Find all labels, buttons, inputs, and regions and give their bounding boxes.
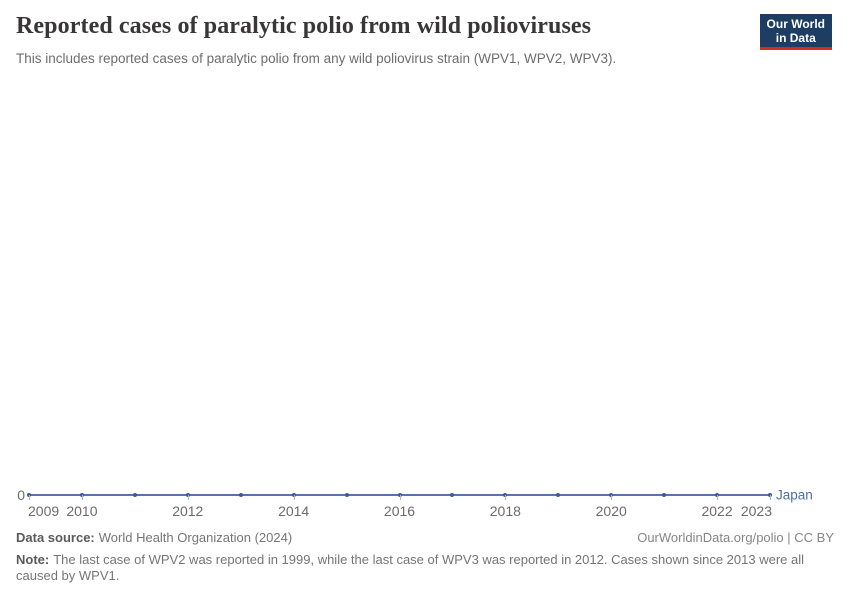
x-axis-tick-2023 bbox=[770, 495, 771, 500]
rights-link[interactable]: OurWorldinData.org/polio | CC BY bbox=[637, 530, 834, 545]
x-axis-tick-2012 bbox=[187, 495, 189, 500]
data-point-2017 bbox=[450, 493, 455, 497]
data-source-line: Data source: World Health Organization (2… bbox=[16, 530, 292, 546]
chart-subtitle: This includes reported cases of paralyti… bbox=[16, 51, 617, 66]
x-tick-label-2018: 2018 bbox=[489, 503, 521, 519]
data-point-2021 bbox=[662, 493, 667, 497]
x-tick-label-2012: 2012 bbox=[172, 503, 204, 519]
data-source-value: World Health Organization (2024) bbox=[98, 530, 293, 545]
x-tick-label-2009: 2009 bbox=[28, 503, 60, 519]
x-tick-label-2020: 2020 bbox=[595, 503, 627, 519]
x-axis-tick-2010 bbox=[81, 495, 83, 500]
data-point-2019 bbox=[556, 493, 561, 497]
x-tick-label-2022: 2022 bbox=[701, 503, 733, 519]
owid-logo-line1: Our World bbox=[766, 17, 825, 31]
x-axis-tick-2022 bbox=[717, 495, 719, 500]
x-tick-label-2010: 2010 bbox=[66, 503, 98, 519]
x-tick-label-2014: 2014 bbox=[278, 503, 310, 519]
x-axis-tick-2009 bbox=[29, 495, 30, 500]
data-point-2015 bbox=[344, 493, 349, 497]
owid-logo-line2: in Data bbox=[775, 31, 816, 45]
note-label: Note: bbox=[16, 552, 50, 567]
x-tick-label-2023: 2023 bbox=[740, 503, 772, 519]
data-source-label: Data source: bbox=[16, 530, 95, 545]
data-point-2013 bbox=[238, 493, 243, 497]
x-axis-tick-2014 bbox=[293, 495, 295, 500]
x-axis-tick-2018 bbox=[505, 495, 507, 500]
series-label-japan[interactable]: Japan bbox=[776, 487, 813, 503]
y-axis-zero-label: 0 bbox=[17, 487, 25, 503]
note-line: Note: The last case of WPV2 was reported … bbox=[16, 552, 828, 583]
data-point-2011 bbox=[132, 493, 137, 497]
owid-logo: Our World in Data bbox=[759, 14, 832, 50]
note-text: The last case of WPV2 was reported in 19… bbox=[16, 552, 805, 583]
chart-footer: Data source: World Health Organization (2… bbox=[16, 530, 834, 583]
x-tick-label-2016: 2016 bbox=[383, 503, 416, 519]
x-axis-tick-2016 bbox=[399, 495, 401, 500]
page-title: Reported cases of paralytic polio from w… bbox=[16, 13, 592, 39]
x-axis-tick-2020 bbox=[611, 495, 613, 500]
